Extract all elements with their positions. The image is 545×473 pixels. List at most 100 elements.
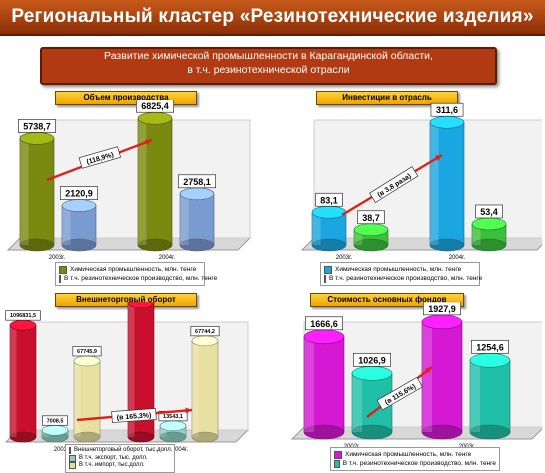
growth-label-box bbox=[111, 408, 157, 423]
bar-highlight bbox=[472, 223, 481, 245]
bar-top bbox=[73, 355, 101, 367]
data-label-box bbox=[42, 415, 68, 426]
subtitle-line1: Развитие химической промышленности в Кар… bbox=[104, 50, 433, 62]
legend-swatch bbox=[334, 459, 340, 468]
legend-swatch bbox=[59, 265, 67, 274]
bar-highlight bbox=[128, 302, 135, 437]
data-label: 311,6 bbox=[436, 105, 458, 115]
bar-base bbox=[73, 431, 101, 443]
investment-title: Инвестиции в отрасль bbox=[316, 91, 458, 105]
legend-swatch bbox=[69, 454, 76, 462]
bar-top bbox=[471, 217, 507, 231]
bar-top bbox=[303, 329, 345, 345]
x-tick-label: 2003г. bbox=[336, 255, 353, 261]
data-label: 1927,9 bbox=[428, 304, 456, 314]
bar-top bbox=[61, 199, 97, 212]
data-label: 2120,9 bbox=[65, 189, 93, 199]
bar-top bbox=[191, 335, 219, 347]
legend-swatch bbox=[69, 462, 76, 470]
data-label: 1254,6 bbox=[476, 342, 504, 352]
data-label-box bbox=[422, 302, 462, 316]
data-label-box bbox=[5, 310, 41, 321]
bar-top bbox=[421, 314, 463, 330]
legend-label: В т.ч. экспорт, тыс. долл. bbox=[79, 454, 148, 461]
data-label: 83,1 bbox=[320, 195, 338, 205]
bar-top bbox=[429, 115, 465, 129]
bar-highlight bbox=[352, 373, 362, 432]
bar bbox=[9, 324, 37, 438]
growth-arrowhead bbox=[145, 139, 152, 146]
data-label: 1096831,5 bbox=[10, 313, 36, 319]
legend-label: Химическая промышленность, млн. тенге bbox=[335, 266, 462, 273]
bar-highlight bbox=[192, 340, 199, 437]
data-label: 13543,1 bbox=[163, 414, 183, 420]
bar-base bbox=[471, 238, 507, 252]
growth-arrowhead bbox=[425, 367, 432, 374]
legend-label: В т.ч. резинотехническое производство, м… bbox=[342, 460, 496, 467]
data-label-box bbox=[315, 192, 343, 207]
data-label-box bbox=[352, 352, 392, 367]
production-legend: Химическая промышленность, млн. тенге В … bbox=[55, 262, 217, 286]
trade-chart: 1096831,57008,567745,92003г.61287,313543… bbox=[4, 302, 250, 452]
bar-base bbox=[137, 238, 173, 252]
bar-base bbox=[353, 238, 389, 252]
data-label: 7008,5 bbox=[47, 418, 64, 424]
data-label-box bbox=[357, 210, 385, 225]
bar-highlight bbox=[180, 193, 189, 245]
main-banner: Региональный кластер «Резинотехнические … bbox=[0, 0, 545, 36]
bar-top bbox=[159, 420, 187, 432]
data-label: 5738,7 bbox=[23, 121, 51, 131]
bar-highlight bbox=[430, 122, 439, 245]
bar-highlight bbox=[62, 205, 71, 245]
bar-base bbox=[469, 424, 511, 440]
growth-label-box bbox=[376, 376, 423, 411]
legend-label: В т.ч. резинотехническое производство, м… bbox=[329, 275, 483, 282]
investment-legend: Химическая промышленность, млн. тенге В … bbox=[320, 262, 483, 286]
growth-label-text: (в 165,3%) bbox=[117, 412, 152, 421]
data-label: 67745,9 bbox=[77, 349, 97, 355]
bar-base bbox=[9, 431, 37, 443]
growth-label-box bbox=[78, 146, 122, 169]
growth-arrowhead bbox=[435, 155, 442, 161]
bar-base bbox=[303, 424, 345, 440]
bar-top bbox=[311, 205, 347, 219]
bar-highlight bbox=[470, 360, 480, 432]
bar-base bbox=[159, 431, 187, 443]
data-label-box bbox=[304, 316, 344, 331]
legend-swatch bbox=[69, 447, 71, 455]
assets-legend: Химическая промышленность, млн. тенге В … bbox=[330, 447, 500, 471]
legend-swatch bbox=[324, 265, 332, 274]
bar bbox=[429, 121, 465, 246]
growth-arrowhead bbox=[185, 407, 192, 414]
legend-label: Внешнеторговый оборот, тыс.долл. bbox=[74, 447, 173, 453]
bar-highlight bbox=[10, 325, 17, 437]
legend-label: Химическая промышленность, млн. тенге bbox=[345, 451, 472, 458]
bar bbox=[421, 321, 463, 433]
bar bbox=[73, 360, 101, 438]
bar-top bbox=[41, 424, 69, 436]
bar-base bbox=[19, 238, 55, 252]
trade-legend: Внешнеторговый оборот, тыс.долл. В т.ч. … bbox=[65, 444, 175, 473]
bar-top bbox=[179, 187, 215, 201]
bar-highlight bbox=[312, 212, 321, 245]
bar-base bbox=[421, 424, 463, 440]
legend-label: В т.ч. резинотехническое производство, м… bbox=[64, 275, 218, 282]
bar-highlight bbox=[20, 138, 29, 245]
growth-label-box bbox=[369, 166, 419, 203]
subtitle-line2: в т.ч. резинотехнической отрасли bbox=[187, 64, 350, 76]
x-tick-label: 2004г. bbox=[172, 447, 189, 452]
data-label: 67744,2 bbox=[195, 329, 215, 335]
data-label-box bbox=[430, 102, 464, 117]
data-label-box bbox=[177, 174, 217, 189]
bar-base bbox=[351, 424, 393, 440]
bar-base bbox=[61, 238, 97, 252]
data-label: 38,7 bbox=[362, 213, 380, 223]
bar-highlight bbox=[160, 425, 167, 437]
data-label: 6825,4 bbox=[141, 101, 169, 111]
x-tick-label: 2004г. bbox=[449, 255, 466, 261]
bar-base bbox=[127, 431, 155, 443]
data-label-box bbox=[475, 204, 503, 219]
bar-base bbox=[311, 238, 347, 252]
x-tick-label: 2003г. bbox=[54, 447, 71, 452]
